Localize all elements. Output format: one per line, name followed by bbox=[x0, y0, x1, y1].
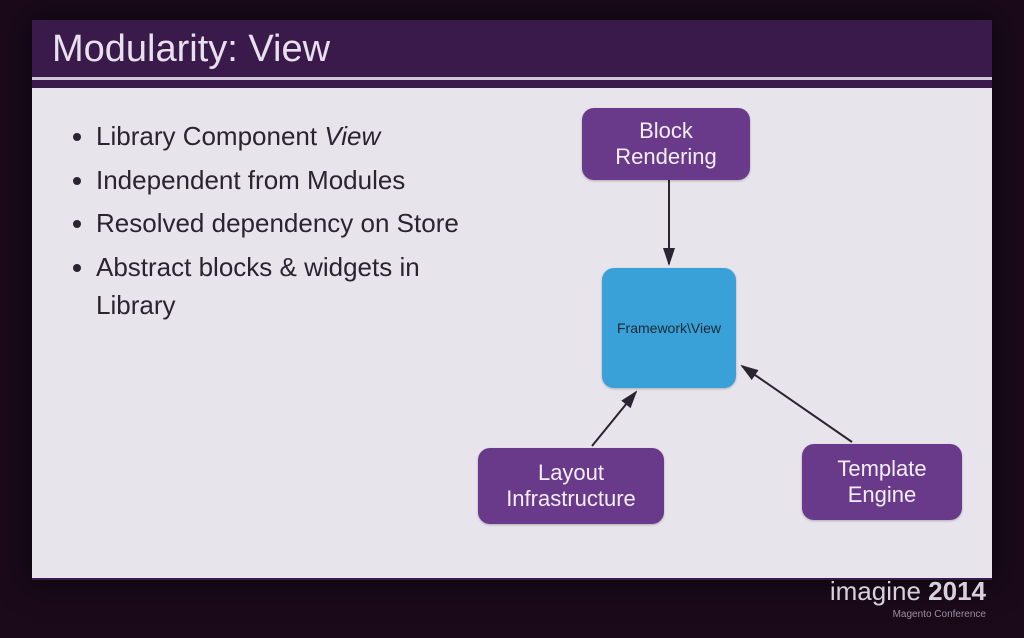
bullet-text: Resolved dependency on Store bbox=[96, 208, 459, 238]
footer-sub: Magento Conference bbox=[830, 609, 986, 620]
node-label: BlockRendering bbox=[615, 118, 717, 171]
footer-year: 2014 bbox=[928, 576, 986, 606]
bullet-text: Independent from Modules bbox=[96, 165, 405, 195]
edge bbox=[592, 392, 636, 446]
slide: Modularity: View Library Component View … bbox=[32, 20, 992, 580]
node-block-rendering: BlockRendering bbox=[582, 108, 750, 180]
node-label: Framework\View bbox=[617, 320, 721, 336]
node-label: TemplateEngine bbox=[837, 456, 926, 509]
bullet-italic: View bbox=[324, 121, 380, 151]
bullet-item: Resolved dependency on Store bbox=[96, 205, 472, 243]
footer-brand: imagine 2014 bbox=[830, 576, 986, 607]
bullet-item: Library Component View bbox=[96, 118, 472, 156]
bullet-list: Library Component View Independent from … bbox=[72, 118, 472, 330]
content-area: Library Component View Independent from … bbox=[32, 88, 992, 578]
bullet-text: Library Component bbox=[96, 121, 324, 151]
node-framework-view: Framework\View bbox=[602, 268, 736, 388]
footer: imagine 2014 Magento Conference bbox=[830, 576, 986, 620]
diagram: BlockRendering Framework\View LayoutInfr… bbox=[472, 88, 992, 578]
node-label: LayoutInfrastructure bbox=[506, 460, 636, 513]
bullet-text: Abstract blocks & widgets in Library bbox=[96, 252, 420, 320]
node-layout-infrastructure: LayoutInfrastructure bbox=[478, 448, 664, 524]
bullet-item: Independent from Modules bbox=[96, 162, 472, 200]
title-bar: Modularity: View bbox=[32, 20, 992, 80]
footer-brand-text: imagine bbox=[830, 576, 921, 606]
edge bbox=[742, 366, 852, 442]
slide-title: Modularity: View bbox=[52, 28, 972, 71]
bullet-item: Abstract blocks & widgets in Library bbox=[96, 249, 472, 324]
node-template-engine: TemplateEngine bbox=[802, 444, 962, 520]
